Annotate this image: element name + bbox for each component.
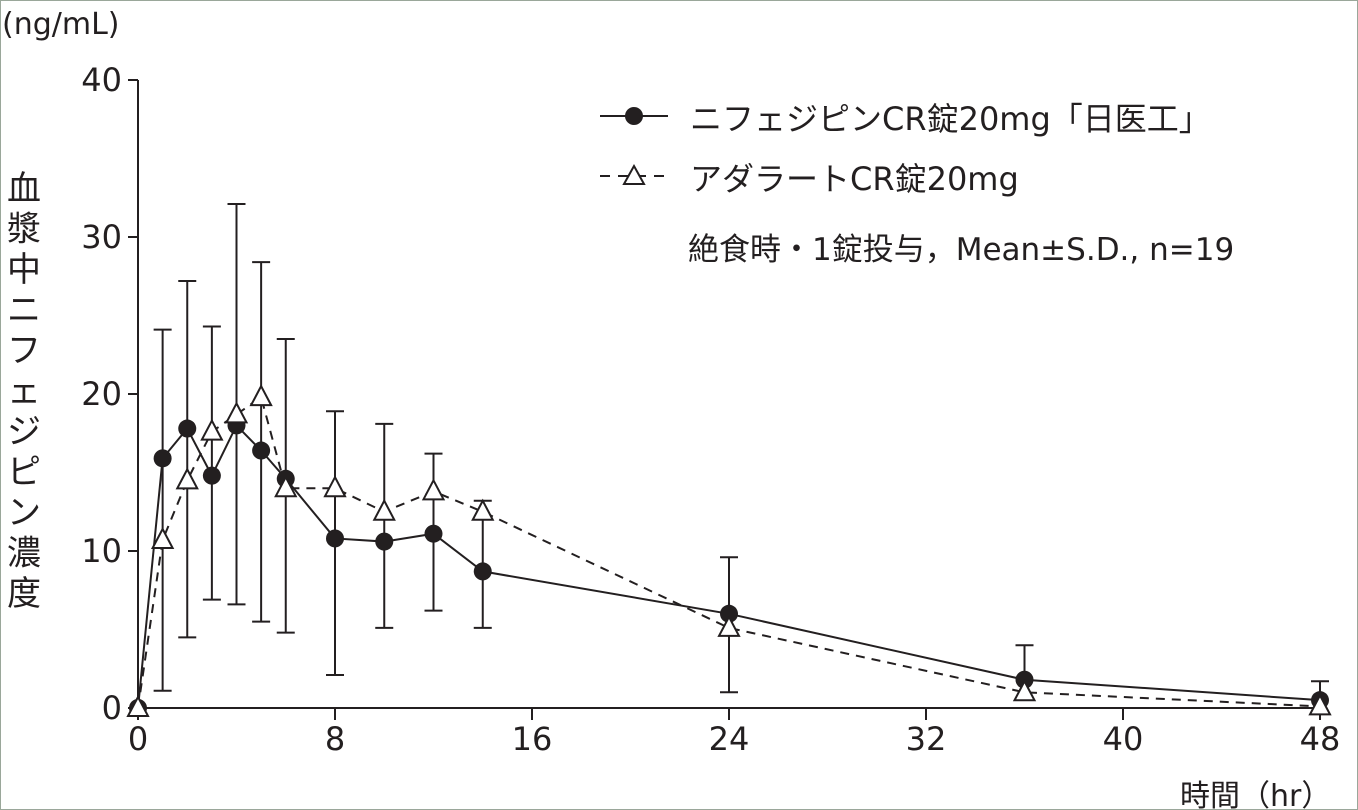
data-point-triangle xyxy=(421,478,446,501)
y-tick-label: 0 xyxy=(102,689,122,727)
data-point-triangle xyxy=(323,475,347,498)
axes: 0 10 20 30 40 0 8 16 24 32 40 48 xyxy=(81,61,1340,758)
legend-marker-circle xyxy=(625,107,643,125)
legend-label-adalat: アダラートCR錠20mg xyxy=(690,160,1019,198)
data-point-triangle xyxy=(717,614,741,637)
annotation: 絶食時・1錠投与，Mean±S.D., n=19 xyxy=(688,232,1234,268)
error-bars xyxy=(153,203,1329,707)
data-point-triangle xyxy=(1012,679,1037,702)
y-tick-label: 20 xyxy=(81,375,122,413)
data-point-triangle xyxy=(274,475,298,498)
x-tick-label: 40 xyxy=(1103,720,1144,758)
x-tick-label: 48 xyxy=(1300,720,1341,758)
data-point-circle xyxy=(178,419,197,438)
data-point-triangle xyxy=(471,498,495,521)
x-tick-label: 32 xyxy=(906,720,947,758)
data-point-triangle xyxy=(249,383,273,407)
data-point-triangle xyxy=(150,526,175,550)
data-point-circle xyxy=(424,524,443,543)
data-point-triangle xyxy=(126,694,150,717)
data-point-triangle xyxy=(200,418,224,441)
legend-marker-triangle xyxy=(622,163,646,185)
y-label-char: 中 xyxy=(7,250,41,290)
y-label-char: ジ xyxy=(7,412,41,452)
y-label-char: 度 xyxy=(7,574,41,614)
data-point-circle xyxy=(202,466,221,485)
x-tick-label: 0 xyxy=(128,720,148,758)
data-point-triangle xyxy=(175,467,199,490)
data-point-circle xyxy=(375,532,394,551)
data-markers xyxy=(126,383,1332,717)
legend-label-nichiiko: ニフェジピンCR錠20mg「日医工」 xyxy=(690,100,1211,138)
x-tick-label: 24 xyxy=(709,720,750,758)
y-label-char: ン xyxy=(7,493,41,533)
y-label-char: 漿 xyxy=(7,210,41,250)
x-tick-label: 8 xyxy=(325,720,345,758)
y-tick-label: 40 xyxy=(81,61,122,99)
y-tick-label: 10 xyxy=(81,532,122,570)
data-point-circle xyxy=(153,449,172,468)
data-point-circle xyxy=(473,562,492,581)
y-label-char: 血 xyxy=(7,169,41,209)
y-label-char: 濃 xyxy=(7,534,41,574)
data-point-triangle xyxy=(372,498,396,521)
y-label-char: フ xyxy=(7,331,41,371)
data-point-triangle xyxy=(224,401,249,424)
x-axis-label: 時間（hr） xyxy=(1180,779,1331,810)
y-label-char: ニ xyxy=(7,291,41,331)
series-line-1 xyxy=(137,395,1321,709)
y-label-char: ピ xyxy=(7,453,41,493)
y-unit-label: (ng/mL) xyxy=(2,7,120,42)
y-tick-label: 30 xyxy=(81,218,122,256)
data-point-circle xyxy=(326,529,344,548)
data-point-circle xyxy=(720,604,738,623)
data-point-triangle xyxy=(1308,693,1332,716)
legend: ニフェジピンCR錠20mg「日医工」 アダラートCR錠20mg xyxy=(600,100,1211,198)
y-label-char: ェ xyxy=(7,372,41,412)
x-tick-label: 16 xyxy=(512,720,553,758)
data-point-circle xyxy=(252,441,271,460)
